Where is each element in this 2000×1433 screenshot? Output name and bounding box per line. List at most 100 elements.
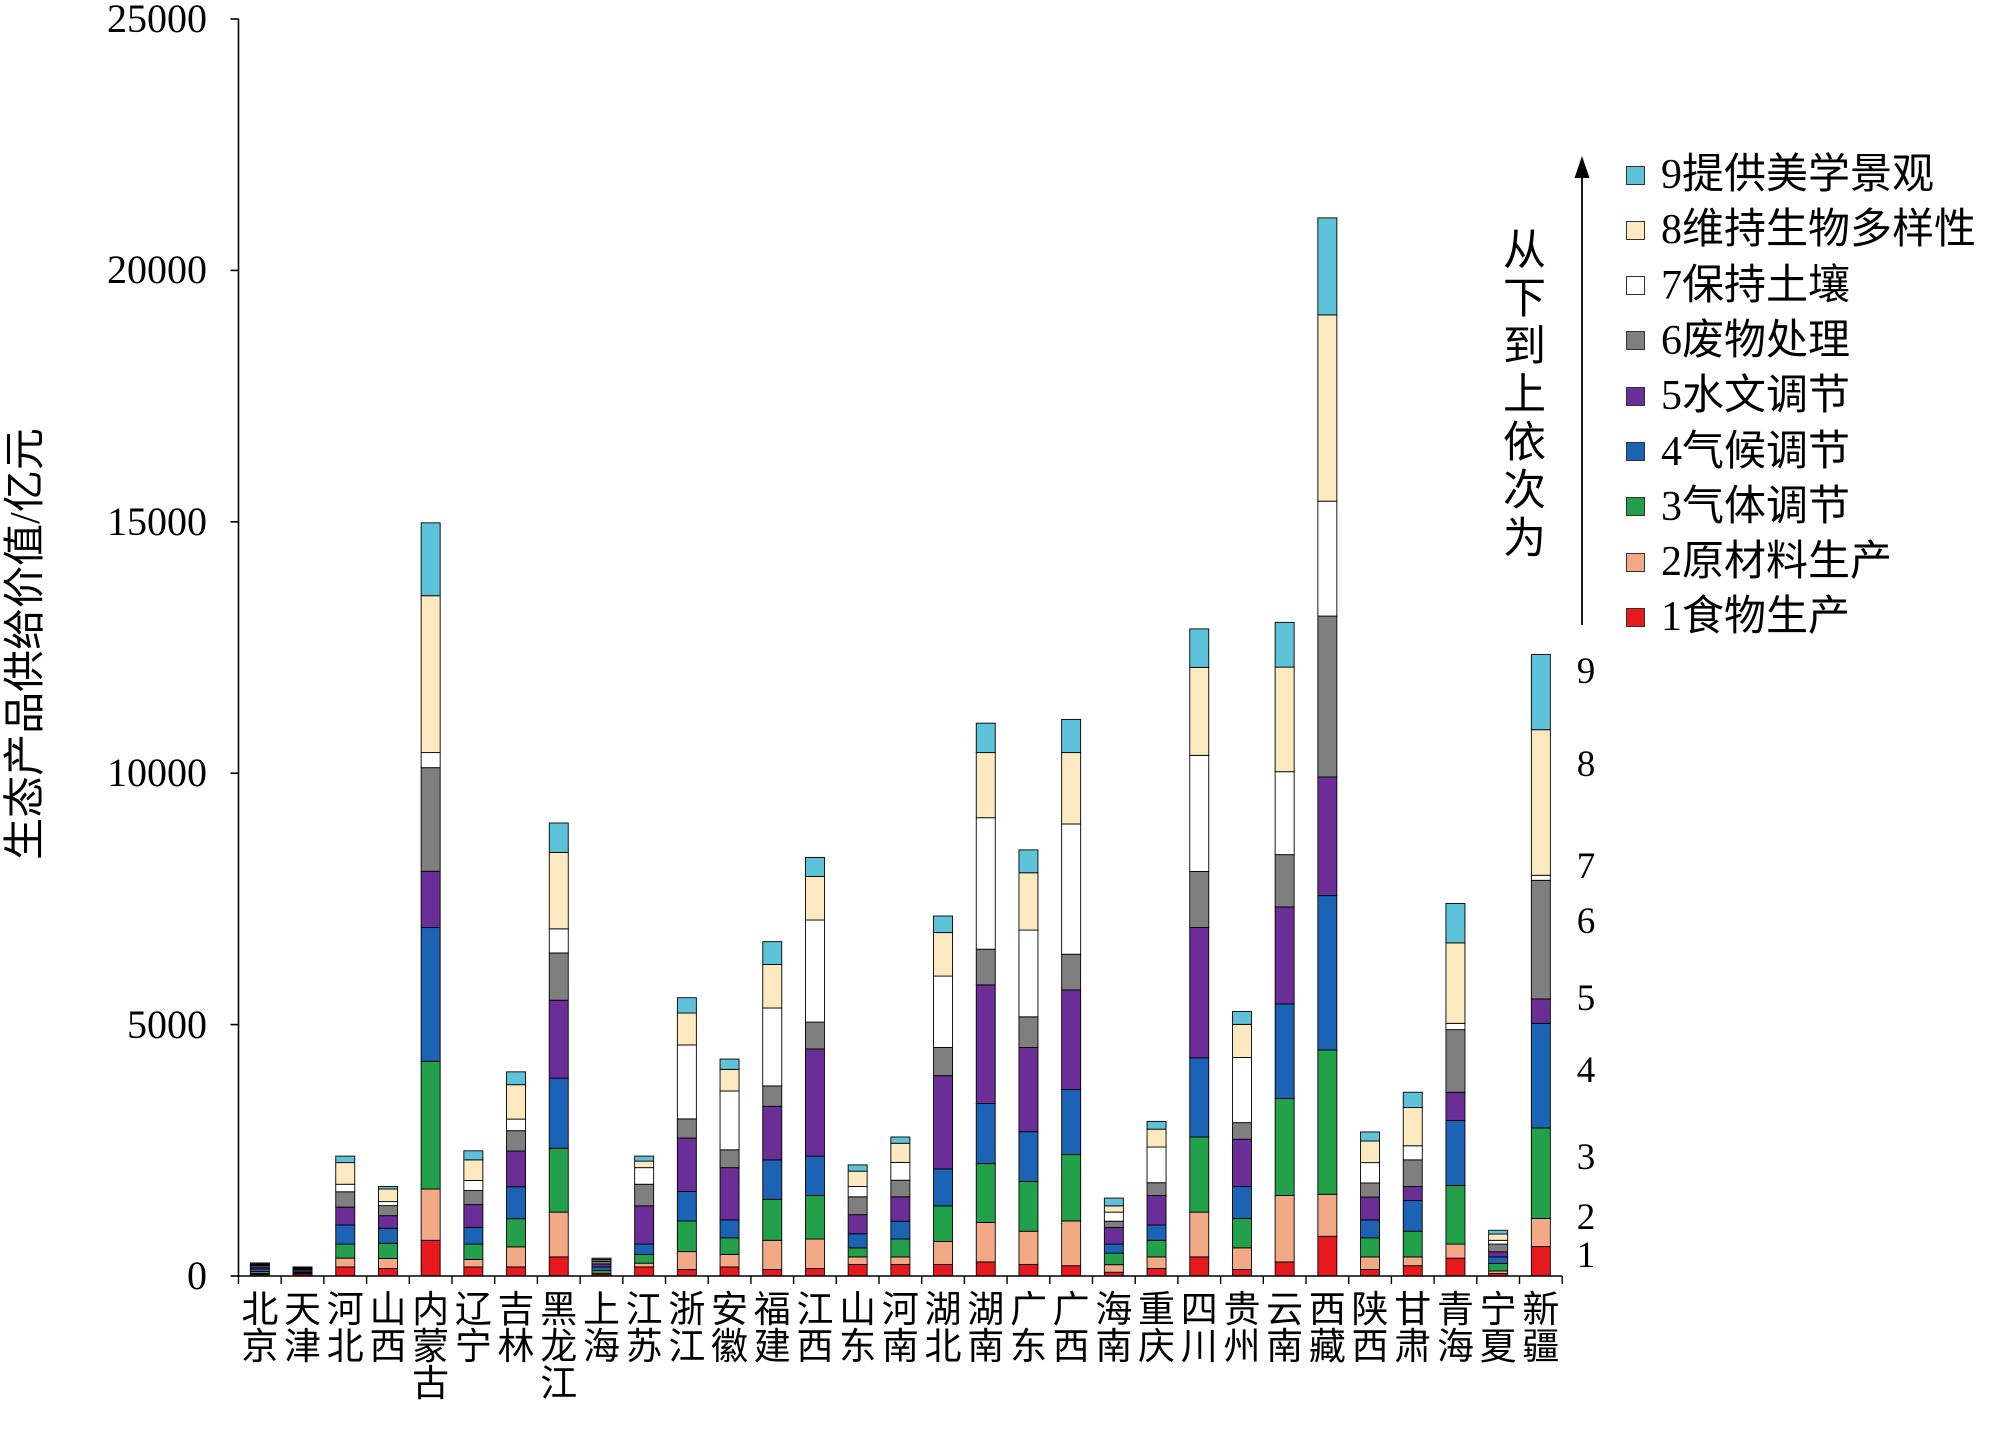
bar-segment — [1360, 1162, 1381, 1184]
legend-item: 3气体调节 — [1626, 481, 1850, 533]
bar-segment — [1189, 666, 1210, 756]
bar-segment — [1103, 1252, 1124, 1266]
x-tick-label: 甘肃 — [1394, 1290, 1432, 1368]
bar-segment — [378, 1242, 398, 1259]
bar-segment — [1231, 1011, 1252, 1025]
stack-number-label: 5 — [1576, 978, 1596, 1019]
bar-segment — [420, 927, 441, 1062]
x-tick-label: 福建 — [753, 1290, 791, 1368]
bar-segment — [335, 1257, 356, 1268]
bar-segment — [1146, 1268, 1167, 1277]
bar-segment — [1061, 1265, 1082, 1277]
bar-segment — [762, 1105, 783, 1161]
bar-segment — [1103, 1211, 1124, 1222]
stack-number-label: 2 — [1576, 1197, 1596, 1238]
legend-swatch — [1626, 442, 1645, 461]
bar-segment — [1360, 1269, 1381, 1277]
bar-segment — [1018, 929, 1039, 1018]
bar-segment — [1317, 314, 1338, 502]
bar-segment — [847, 1233, 868, 1249]
bar-segment — [1231, 1186, 1252, 1219]
bar-segment — [420, 1060, 441, 1190]
bar-segment — [847, 1256, 868, 1265]
stack-number-label: 3 — [1576, 1137, 1596, 1178]
x-tick-label: 吉林 — [497, 1290, 535, 1368]
bar-segment — [1146, 1256, 1167, 1269]
bar-segment — [1189, 871, 1210, 929]
bar-segment — [378, 1188, 398, 1203]
bar-segment — [378, 1268, 398, 1277]
x-tick-label: 上海 — [582, 1290, 620, 1368]
bar-segment — [420, 870, 441, 929]
legend-item: 5水文调节 — [1626, 370, 1850, 422]
legend-label: 3气体调节 — [1661, 483, 1851, 530]
bar-segment — [1189, 754, 1210, 872]
bar-segment — [676, 1191, 697, 1222]
bar-segment — [548, 1211, 569, 1258]
bar-stack — [890, 1136, 911, 1277]
y-tick-label: 10000 — [107, 750, 207, 796]
bar-segment — [975, 817, 996, 950]
y-tick-label: 5000 — [127, 1001, 207, 1047]
bar-segment — [1274, 1098, 1295, 1197]
bar-segment — [1189, 1057, 1210, 1138]
bar-segment — [420, 522, 441, 597]
x-tick-label: 四川 — [1180, 1290, 1218, 1368]
bar-segment — [1231, 1247, 1252, 1270]
bar-segment — [1274, 1261, 1295, 1277]
legend-label: 5水文调节 — [1661, 373, 1851, 420]
x-tick-label: 北京 — [241, 1290, 279, 1368]
bar-segment — [762, 1198, 783, 1241]
bar-segment — [1274, 854, 1295, 908]
bar-stack — [847, 1164, 868, 1277]
bar-segment — [933, 1075, 953, 1170]
x-tick-label: 广西 — [1052, 1290, 1090, 1368]
bar-segment — [805, 1021, 825, 1050]
bar-segment — [975, 722, 996, 754]
bar-segment — [335, 1162, 356, 1185]
bar-segment — [1103, 1227, 1124, 1245]
bar-stack — [463, 1150, 484, 1277]
bar-segment — [506, 1218, 526, 1248]
bar-stack — [1189, 628, 1210, 1277]
bar-segment — [463, 1204, 484, 1228]
bar-segment — [1488, 1262, 1509, 1272]
bar-segment — [506, 1150, 526, 1188]
bar-segment — [1360, 1131, 1381, 1142]
bar-segment — [805, 919, 825, 1023]
legend-item: 9提供美学景观 — [1626, 149, 1934, 201]
x-tick-label: 浙江 — [668, 1290, 706, 1368]
bar-segment — [1317, 217, 1338, 316]
bars — [249, 217, 1551, 1277]
bar-segment — [634, 1160, 655, 1169]
bar-segment — [378, 1201, 398, 1207]
x-tick-label: 山东 — [839, 1290, 877, 1368]
bar-segment — [1402, 1230, 1423, 1258]
bar-segment — [1530, 1217, 1551, 1248]
bar-segment — [1103, 1264, 1124, 1273]
bar-segment — [1018, 1263, 1039, 1277]
bar-stack — [676, 997, 697, 1277]
bar-segment — [548, 851, 569, 930]
bar-segment — [805, 1268, 825, 1277]
bar-segment — [805, 1048, 825, 1157]
y-axis-label: 生态产品供给价值/亿元 — [3, 428, 49, 860]
bar-segment — [676, 1251, 697, 1270]
x-tick-label: 青海 — [1436, 1290, 1474, 1368]
bar-segment — [1146, 1239, 1167, 1258]
bar-segment — [463, 1258, 484, 1268]
bar-segment — [719, 1167, 740, 1221]
bar-segment — [1103, 1197, 1124, 1207]
legend-swatch — [1626, 497, 1645, 517]
bar-stack — [719, 1058, 740, 1277]
bar-segment — [1061, 1220, 1082, 1267]
bar-segment — [890, 1142, 911, 1163]
bar-segment — [890, 1196, 911, 1222]
x-tick-label: 内蒙古 — [412, 1290, 450, 1405]
bar-segment — [1360, 1219, 1381, 1239]
bar-segment — [548, 952, 569, 1001]
bar-segment — [1317, 895, 1338, 1051]
bar-segment — [249, 1262, 270, 1265]
bar-segment — [1360, 1196, 1381, 1221]
bar-segment — [1274, 771, 1295, 856]
